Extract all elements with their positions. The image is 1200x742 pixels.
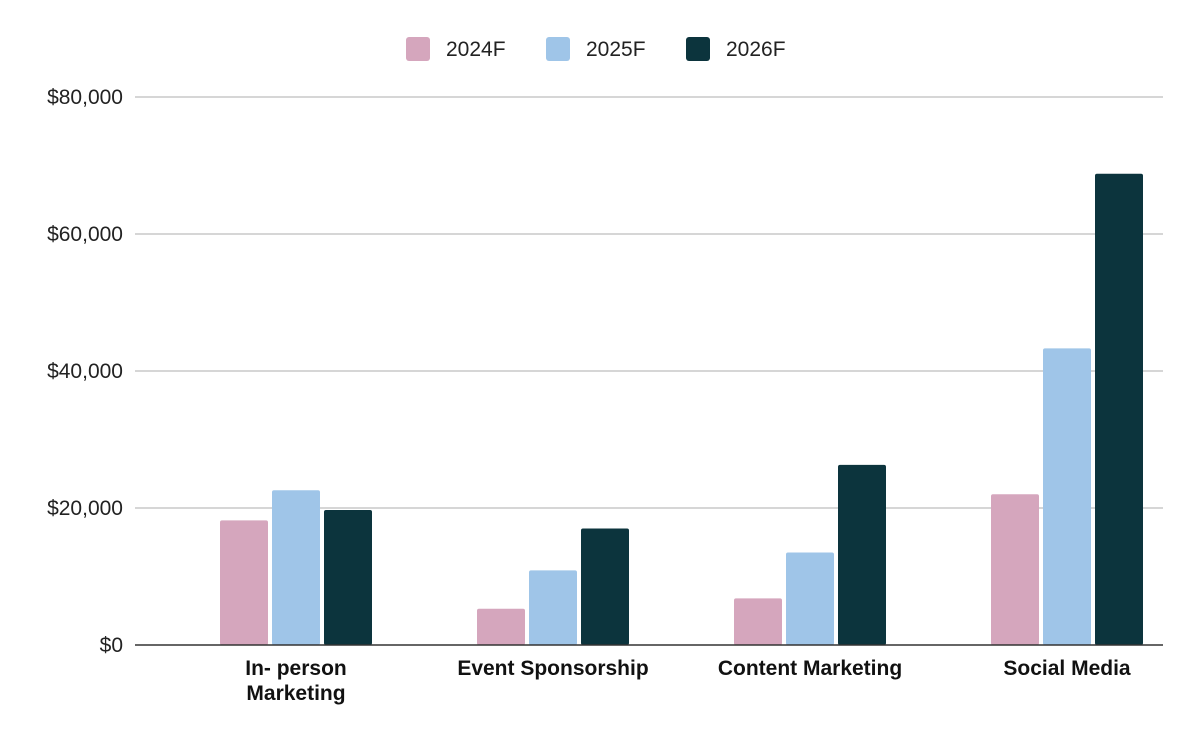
bar-2024f-3 bbox=[991, 494, 1039, 645]
x-category-label: Marketing bbox=[246, 682, 345, 705]
x-category-label: Event Sponsorship bbox=[457, 657, 648, 680]
x-category-label: Content Marketing bbox=[718, 657, 902, 680]
y-tick-label: $0 bbox=[100, 634, 123, 657]
bar-2026f-3 bbox=[1095, 173, 1143, 645]
x-category-label: Social Media bbox=[1003, 657, 1131, 680]
y-axis-ticks: $0 $20,000 $40,000 $60,000 $80,000 bbox=[47, 86, 123, 657]
bar-2026f-1 bbox=[581, 528, 629, 645]
x-category-label: In- person bbox=[245, 657, 347, 680]
legend-swatch-2025f bbox=[546, 37, 570, 61]
legend-label: 2024F bbox=[446, 38, 506, 61]
bars bbox=[220, 173, 1143, 645]
bar-2026f-0 bbox=[324, 510, 372, 645]
bar-2026f-2 bbox=[838, 464, 886, 645]
y-tick-label: $60,000 bbox=[47, 223, 123, 246]
bar-2024f-1 bbox=[477, 608, 525, 645]
chart-legend: 2024F 2025F 2026F bbox=[406, 37, 786, 61]
y-tick-label: $40,000 bbox=[47, 360, 123, 383]
legend-label: 2025F bbox=[586, 38, 646, 61]
bar-2025f-1 bbox=[529, 570, 577, 645]
legend-swatch-2026f bbox=[686, 37, 710, 61]
y-tick-label: $20,000 bbox=[47, 497, 123, 520]
bar-2024f-2 bbox=[734, 598, 782, 645]
legend-label: 2026F bbox=[726, 38, 786, 61]
y-tick-label: $80,000 bbox=[47, 86, 123, 109]
bar-2024f-0 bbox=[220, 520, 268, 645]
legend-swatch-2024f bbox=[406, 37, 430, 61]
bar-2025f-0 bbox=[272, 490, 320, 645]
gridlines bbox=[135, 96, 1163, 509]
bar-2025f-3 bbox=[1043, 348, 1091, 645]
bar-2025f-2 bbox=[786, 552, 834, 645]
